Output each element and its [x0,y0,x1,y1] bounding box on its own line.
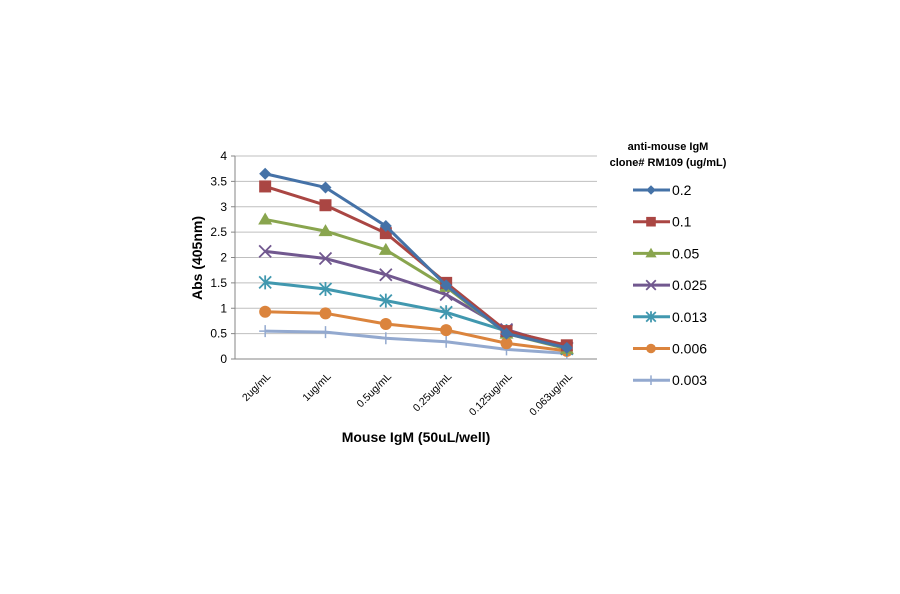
y-tick-label: 2 [220,251,227,265]
data-point-marker [318,281,333,296]
data-point-marker [379,317,392,330]
y-tick-label: 3.5 [210,174,227,188]
data-point-marker [259,180,272,193]
data-point-marker [319,181,332,194]
series-line [264,185,568,347]
x-tick-label: 1ug/mL [300,371,333,404]
legend-label: 0.006 [672,341,707,357]
legend-label: 0.2 [672,182,692,198]
data-point-marker [646,185,656,195]
data-point-marker [440,324,453,337]
series-0.006 [259,305,573,357]
series-0.2 [259,167,573,354]
legend-label: 0.05 [672,245,699,261]
x-axis-title: Mouse IgM (50uL/well) [342,429,491,445]
y-axis-title: Abs (405nm) [189,216,205,300]
data-point-marker [645,279,657,291]
data-point-marker [259,167,272,180]
data-point-marker [379,332,392,345]
data-point-marker [318,251,333,266]
series-line [265,310,568,353]
legend-item: 0.006 [633,341,707,357]
x-tick-label: 0.25ug/mL [411,371,455,415]
y-tick-label: 4 [220,149,227,163]
legend-label: 0.1 [672,214,692,230]
data-point-marker [500,327,513,340]
legend-item: 0.2 [633,182,692,198]
data-point-marker [440,335,453,348]
legend-item: 0.013 [633,309,707,325]
data-point-marker [319,307,332,320]
data-point-marker [379,293,393,308]
x-tick-label: 0.5ug/mL [355,371,395,411]
data-point-marker [645,311,657,323]
data-point-marker [439,305,453,320]
legend-label: 0.003 [672,372,707,388]
legend: 0.2 0.1 0.05 0.025 0.013 0.006 0.003 [633,182,707,388]
data-point-marker [646,216,656,227]
y-tick-label: 0.5 [210,327,227,341]
y-tick-label: 1 [220,301,227,315]
series-0.013 [258,275,574,356]
legend-item: 0.1 [633,214,692,230]
series-0.003 [259,325,573,360]
data-point-marker [258,244,272,259]
data-point-marker [378,242,393,255]
data-point-marker [646,375,656,385]
data-point-marker [259,325,272,338]
y-tick-label: 2.5 [210,225,227,239]
legend-title-line1: anti-mouse IgM [628,141,709,153]
series-line [264,172,568,350]
data-point-marker [259,305,272,318]
y-tick-label: 1.5 [210,276,227,290]
x-tick-label: 2ug/mL [240,371,273,404]
data-point-marker [500,337,513,350]
x-tick-label: 0.063ug/mL [527,371,575,419]
x-tick-label: 0.125ug/mL [467,371,515,419]
y-tick-label: 3 [220,200,227,214]
y-tick-label: 0 [220,352,227,366]
data-point-marker [560,341,573,354]
legend-label: 0.025 [672,277,707,293]
series-line [265,329,567,355]
data-point-marker [379,268,393,282]
data-point-marker [379,220,392,233]
data-point-marker [319,326,332,339]
legend-item: 0.025 [633,277,707,293]
data-point-marker [645,247,657,258]
legend-title-line2: clone# RM109 (ug/mL) [610,157,727,169]
data-point-marker [318,224,333,237]
data-point-marker [440,279,453,292]
data-point-marker [646,343,656,354]
legend-item: 0.003 [633,372,707,388]
data-point-marker [258,275,272,290]
data-point-marker [319,199,332,212]
data-point-marker [258,212,273,225]
legend-label: 0.013 [672,309,707,325]
legend-item: 0.05 [633,245,699,261]
